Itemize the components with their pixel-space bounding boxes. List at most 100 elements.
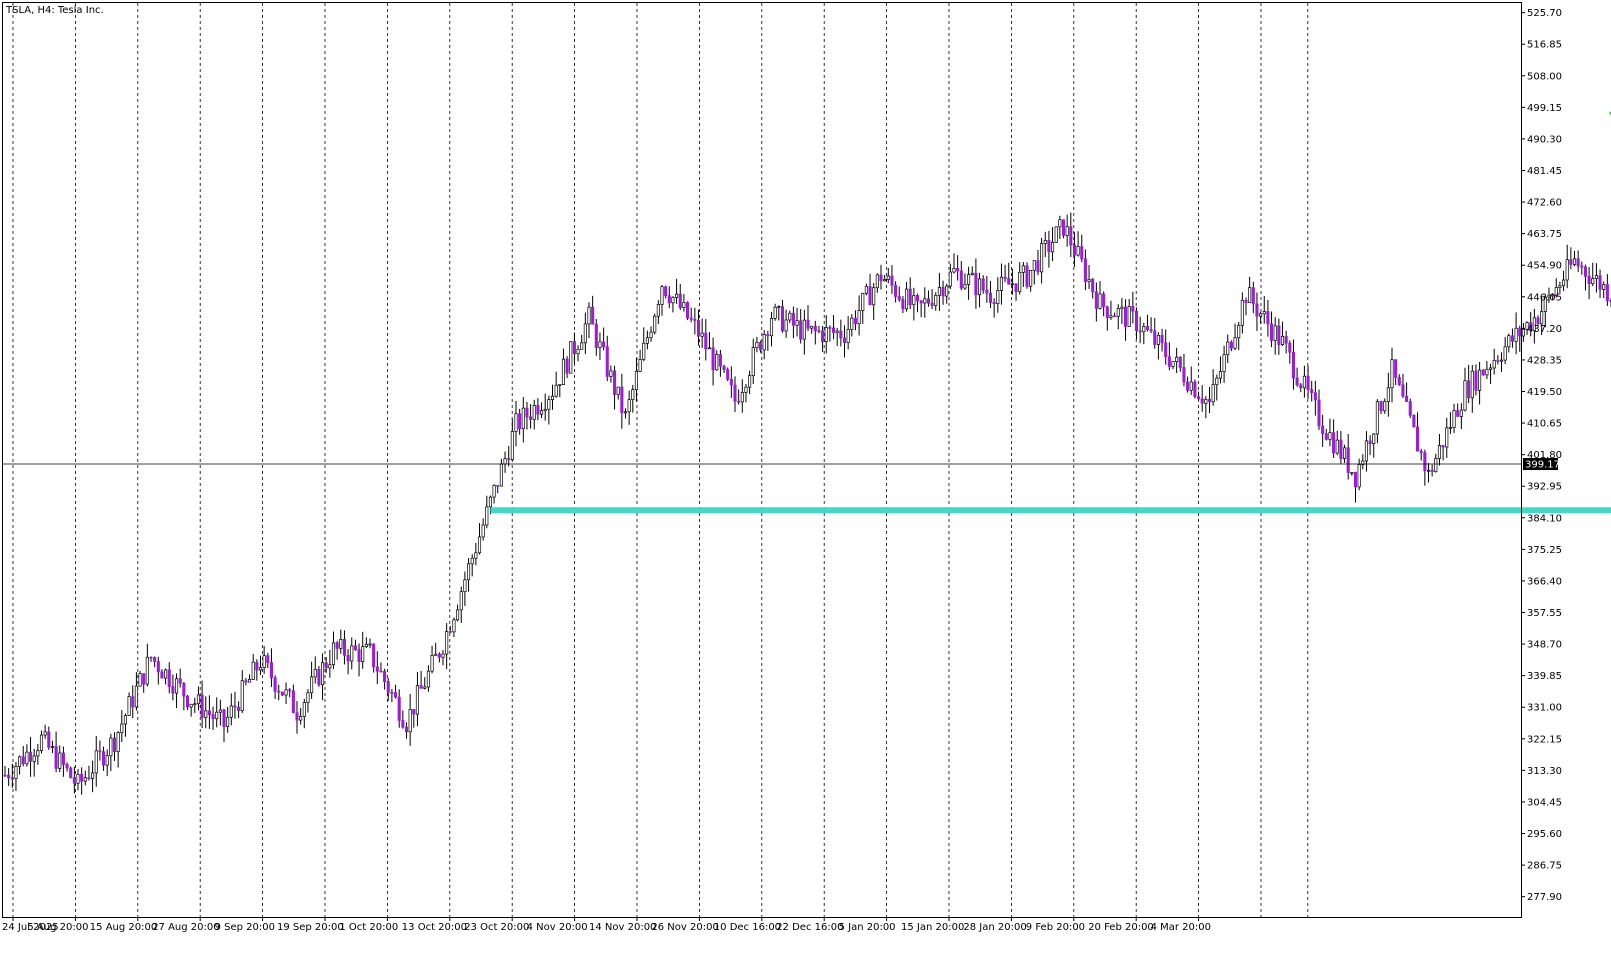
candle-bull [616, 386, 620, 395]
candle-bear [390, 692, 394, 694]
candle-bear [620, 386, 624, 414]
candle-bear [69, 767, 73, 779]
candle-bull [39, 734, 44, 752]
candle-bear [894, 284, 898, 297]
candle-bear [1379, 401, 1383, 412]
candle-bear [7, 774, 11, 779]
candle-bear [200, 694, 204, 718]
candle-bull [580, 342, 584, 350]
candle-bull [1357, 464, 1361, 488]
candle-bear [605, 346, 609, 377]
candle-bull [547, 399, 551, 410]
candle-bear [448, 631, 452, 633]
candle-bull [116, 732, 120, 752]
candle-bull [996, 290, 1000, 304]
candle-bull [952, 268, 956, 273]
candle-bull [1018, 272, 1022, 292]
candle-bull [937, 287, 941, 296]
candle-bull [1262, 311, 1266, 315]
candle-bull [671, 297, 675, 304]
candle-bear [273, 677, 277, 692]
candle-bear [1193, 381, 1197, 398]
y-tick-label: 339.85 [1527, 671, 1562, 682]
candle-bear [981, 278, 985, 291]
candle-bear [1025, 265, 1029, 287]
candle-bull [1463, 380, 1467, 411]
candle-bull [1448, 427, 1452, 429]
candle-bear [828, 327, 832, 329]
candle-bear [525, 407, 529, 418]
candle-bull [1540, 311, 1544, 325]
candle-bull [769, 318, 774, 337]
candle-bear [766, 334, 770, 337]
candle-bull [105, 755, 109, 766]
candle-bull [857, 310, 861, 325]
candle-bear [791, 312, 795, 326]
y-tick-label: 410.65 [1527, 419, 1562, 430]
candle-bull [477, 536, 482, 554]
candle-bull [543, 408, 547, 411]
candle-bull [1452, 410, 1456, 428]
candle-bull [846, 328, 850, 344]
candle-bull [977, 278, 982, 296]
candle-bear [1583, 266, 1588, 277]
x-tick-label: 9 Sep 20:00 [215, 922, 275, 933]
candle-bear [1105, 306, 1109, 318]
candle-bull [262, 655, 266, 668]
candle-bull [25, 751, 29, 765]
candle-bear [1131, 306, 1135, 312]
candle-bull [1098, 293, 1102, 309]
candle-bull [434, 653, 438, 656]
y-tick-label: 295.60 [1527, 829, 1562, 840]
candle-bull [1226, 341, 1230, 356]
y-tick-label: 508.00 [1527, 71, 1562, 82]
candle-bull [313, 668, 317, 678]
current-price-label: 399.17 [1525, 460, 1560, 471]
candle-bull [481, 524, 485, 538]
candle-bear [1569, 259, 1573, 265]
candle-bull [558, 384, 562, 386]
candle-bear [1134, 310, 1139, 332]
candle-bear [1510, 335, 1515, 342]
candle-bear [908, 288, 912, 306]
candle-bear [1576, 258, 1580, 267]
candle-bull [510, 431, 514, 460]
candle-bear [437, 653, 441, 658]
x-tick-label: 15 Jan 20:00 [901, 922, 964, 933]
y-tick-label: 375.25 [1527, 545, 1562, 556]
candle-bear [185, 695, 190, 708]
x-tick-label: 10 Dec 16:00 [714, 922, 781, 933]
candle-bull [715, 354, 719, 371]
candle-bull [1437, 445, 1442, 459]
candle-bull [499, 463, 503, 487]
candle-bear [1412, 414, 1416, 428]
candle-bull [445, 631, 449, 655]
candle-bull [1547, 294, 1551, 298]
candle-bull [850, 317, 854, 330]
candle-bear [1481, 369, 1485, 376]
x-tick-label: 4 Mar 20:00 [1151, 922, 1211, 933]
candle-bull [488, 496, 493, 508]
candle-bear [1321, 425, 1325, 435]
y-tick-label: 463.75 [1527, 229, 1562, 240]
candle-bull [50, 746, 55, 748]
candle-bear [1397, 377, 1401, 386]
candle-bull [861, 292, 865, 311]
candle-bear [696, 320, 701, 337]
candle-bear [1324, 433, 1328, 440]
candle-bear [404, 726, 409, 733]
candle-bull [328, 664, 332, 669]
candle-bear [602, 341, 606, 347]
price-axis[interactable]: 525.70 516.85 508.00 499.15 490.30 481.45 472.… [1521, 8, 1562, 903]
candle-bull [1211, 384, 1215, 403]
candle-bear [693, 318, 697, 321]
candle-bear [1295, 377, 1299, 386]
candle-bull [631, 389, 635, 400]
candle-bear [758, 342, 763, 351]
candle-bull [299, 716, 303, 721]
candle-bear [142, 673, 146, 685]
candle-bull [1364, 440, 1369, 462]
x-tick-label: 5 Aug 20:00 [27, 922, 88, 933]
